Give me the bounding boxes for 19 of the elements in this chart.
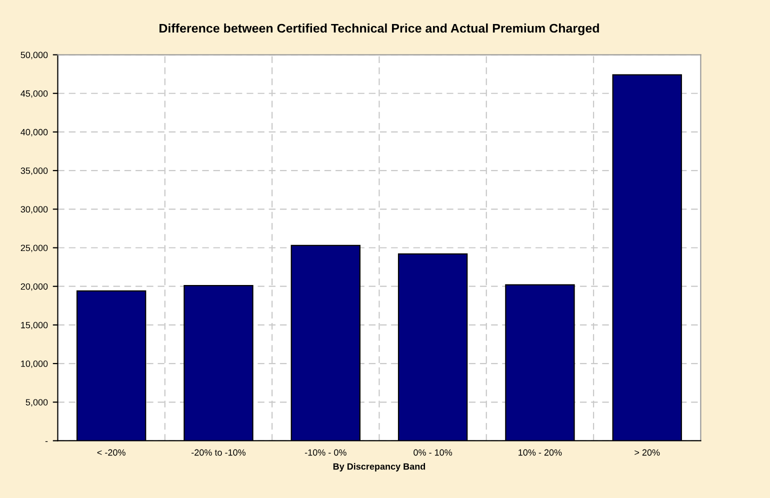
x-axis-title: By Discrepancy Band xyxy=(333,463,426,472)
x-tick-label: 10% - 20% xyxy=(518,449,562,456)
y-tick-label: 45,000 xyxy=(20,90,48,98)
y-tick-label: - xyxy=(45,441,48,442)
x-tick-label: < -20% xyxy=(97,449,126,456)
x-tick-label: > 20% xyxy=(634,449,660,456)
y-tick-label: 15,000 xyxy=(21,322,48,330)
y-tick-label: 30,000 xyxy=(20,206,48,214)
y-tick-label: 35,000 xyxy=(20,168,48,175)
x-tick-label: -20% to -10% xyxy=(192,449,246,456)
y-tick-label: 25,000 xyxy=(20,244,48,252)
y-tick-label: 10,000 xyxy=(21,360,48,368)
y-tick-label: 40,000 xyxy=(20,128,48,136)
chart-title: Difference between Certified Technical Price and Actual Premium Charged xyxy=(160,24,599,36)
y-tick-label: 20,000 xyxy=(20,283,48,291)
y-tick-label: 5,000 xyxy=(26,399,48,407)
x-tick-label: -10% - 0% xyxy=(304,449,346,456)
y-tick-label: 50,000 xyxy=(20,52,48,60)
x-tick-label: 0% - 10% xyxy=(414,449,452,456)
